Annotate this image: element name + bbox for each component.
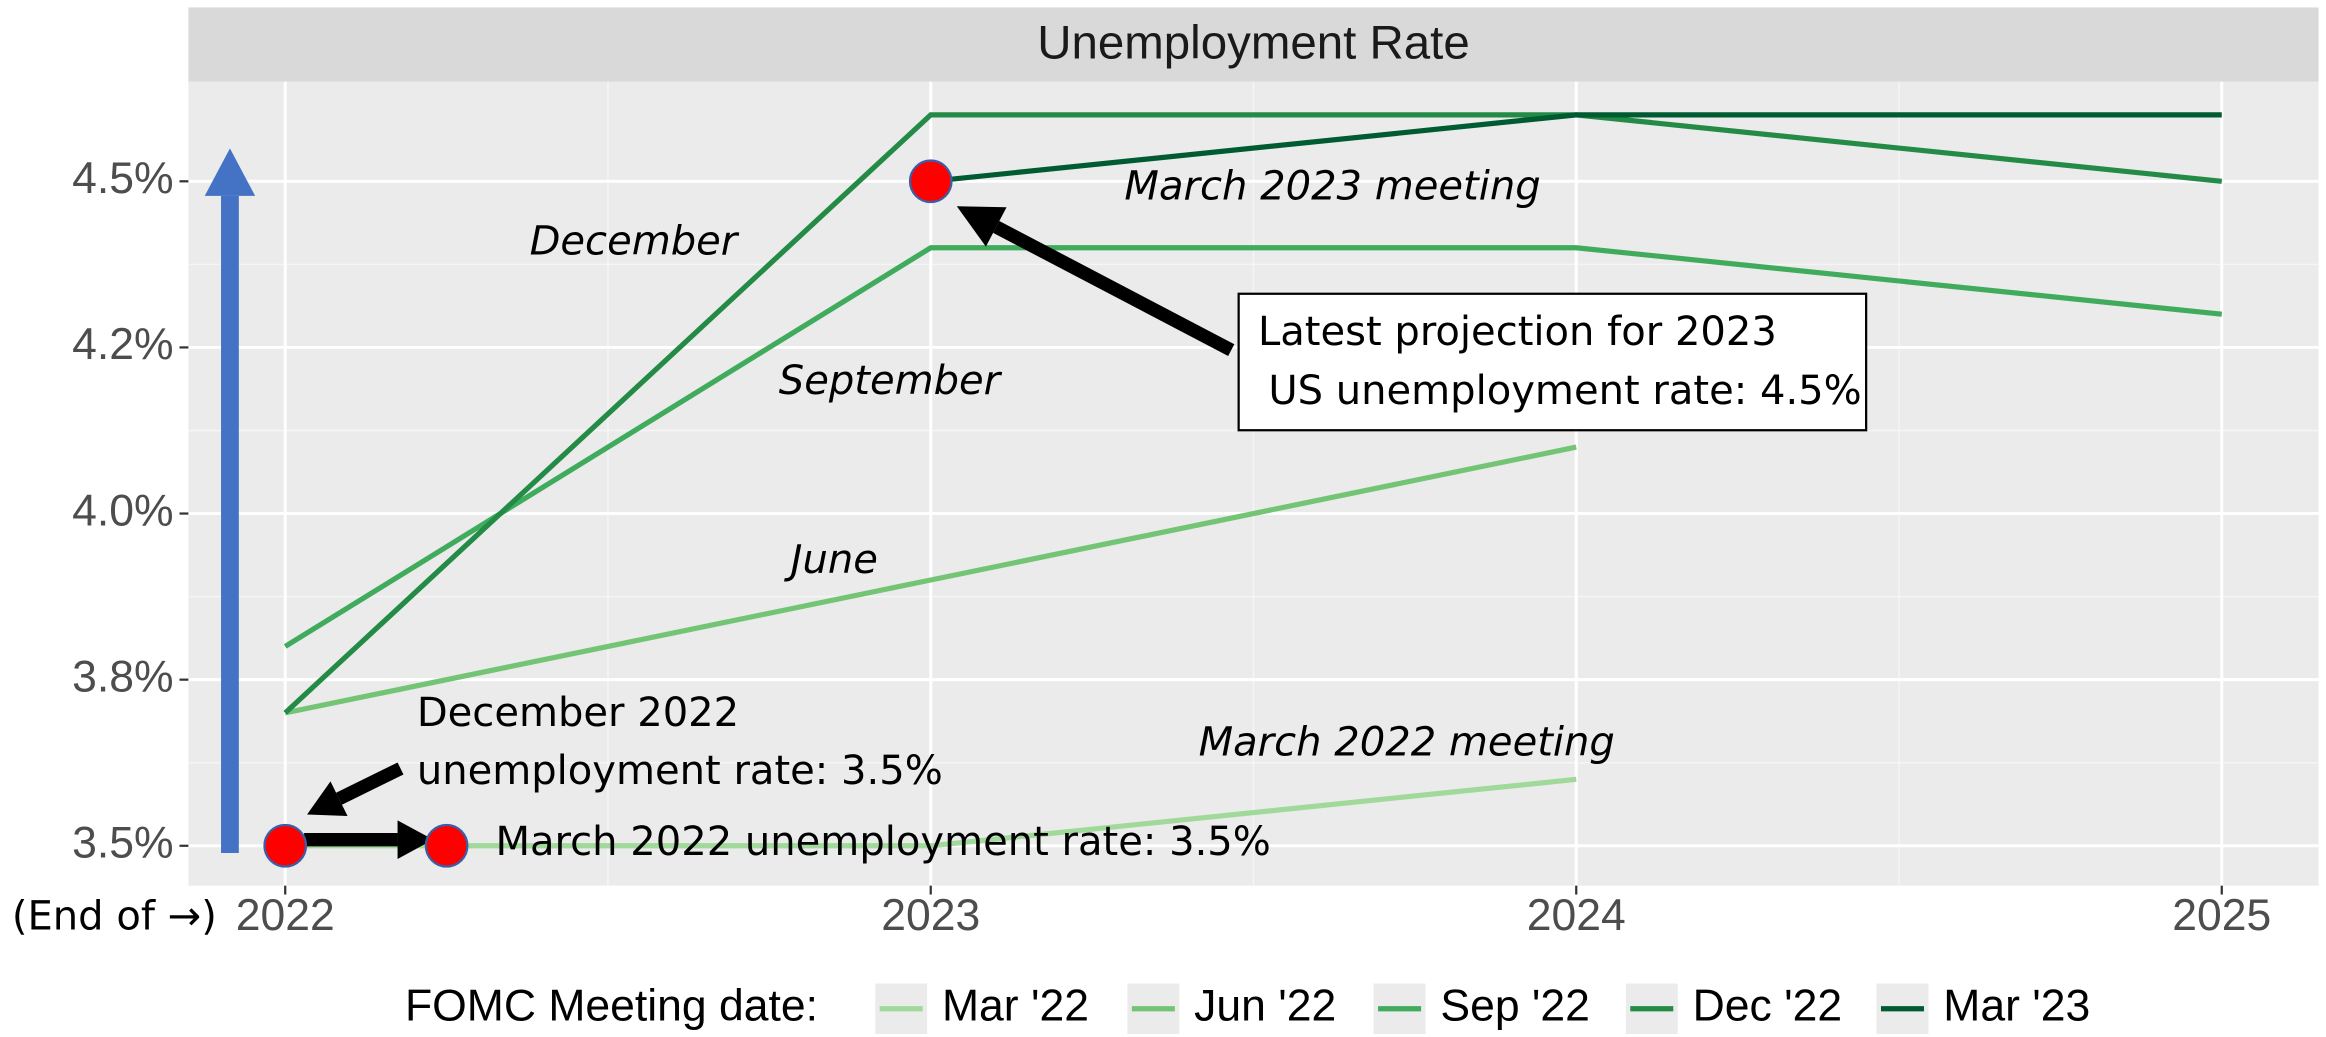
y-tick-label: 3.8% (72, 652, 173, 701)
x-tick-label: 2025 (2172, 891, 2271, 940)
series-line (930, 112, 2222, 184)
legend-title: FOMC Meeting date: (405, 982, 818, 1031)
series-line (284, 444, 1577, 716)
annotation: US unemployment rate: 4.5% (1268, 368, 1861, 414)
title-strip (188, 7, 2319, 82)
highlight-point (908, 159, 953, 204)
annotation: December (530, 218, 740, 264)
annotation: March 2023 meeting (1124, 163, 1540, 209)
highlight-point (263, 823, 308, 868)
annotation: September (779, 358, 1003, 404)
annotation: Latest projection for 2023 (1258, 309, 1777, 355)
legend-label: Sep '22 (1440, 982, 1590, 1031)
annotations (204, 148, 1235, 868)
legend-label: Mar '22 (942, 982, 1089, 1031)
annotation: (End of →) (12, 893, 217, 939)
x-tick-label: 2022 (236, 891, 335, 940)
annotation: December 2022 (417, 690, 739, 736)
series-line (283, 112, 2223, 715)
grid: 3.5% 3.8% 4.0% 4.2% 4.5% 2022 2023 2024 2025 (72, 81, 2319, 940)
arrow-head (204, 148, 256, 196)
legend-label: Dec '22 (1693, 982, 1843, 1031)
arrow-head (307, 781, 348, 817)
arrow-head (956, 206, 1007, 247)
y-tick-label: 4.5% (72, 154, 173, 203)
x-tick-label: 2024 (1527, 891, 1626, 940)
series-line (283, 245, 2223, 649)
arrow-head (397, 820, 434, 859)
highlight-point (424, 823, 469, 868)
annotation: June (784, 537, 878, 583)
y-tick-label: 4.0% (72, 486, 173, 535)
y-tick-label: 4.2% (72, 320, 173, 369)
chart-title: Unemployment Rate (1037, 17, 1470, 70)
y-tick-label: 3.5% (72, 819, 173, 868)
arrow-shaft (336, 762, 404, 805)
annotation: unemployment rate: 3.5% (417, 748, 943, 794)
legend-label: Jun '22 (1194, 982, 1336, 1031)
arrow-shaft (993, 220, 1235, 357)
x-tick-label: 2023 (881, 891, 980, 940)
legend-label: Mar '23 (1943, 982, 2090, 1031)
annotation: March 2022 meeting (1199, 720, 1615, 766)
plot (283, 112, 2223, 849)
series-line (285, 776, 1577, 849)
annotation: March 2022 unemployment rate: 3.5% (495, 819, 1270, 865)
annotation-box (1237, 292, 1868, 432)
